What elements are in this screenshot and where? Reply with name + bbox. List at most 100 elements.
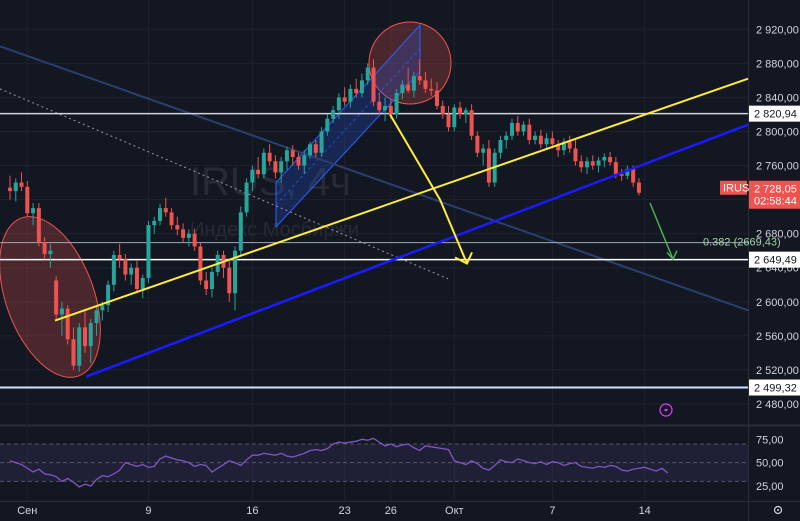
candle-body bbox=[365, 67, 370, 81]
candle-body bbox=[481, 148, 486, 153]
candle-body bbox=[31, 208, 36, 214]
time-tick-label: 7 bbox=[549, 505, 555, 517]
candle-body bbox=[331, 110, 336, 119]
candle-body bbox=[169, 212, 174, 226]
candle-body bbox=[181, 229, 186, 238]
candle-body bbox=[411, 76, 416, 91]
candle-body bbox=[521, 124, 526, 132]
yellow-trendline bbox=[54, 77, 749, 322]
candle-body bbox=[267, 152, 272, 162]
candle-body bbox=[296, 157, 301, 166]
price-tag-box bbox=[749, 251, 800, 268]
candle-body bbox=[129, 267, 134, 275]
current-price: 2 728,05 bbox=[754, 184, 797, 196]
candle-body bbox=[452, 107, 457, 128]
candle-body bbox=[388, 105, 393, 115]
time-tick-label: 9 bbox=[145, 505, 151, 517]
price-tick-label: 2 920,00 bbox=[756, 24, 799, 36]
candle-body bbox=[204, 280, 209, 290]
time-tick-label: 16 bbox=[246, 505, 258, 517]
time-tick-label: Окт bbox=[445, 505, 464, 517]
drawings-front[interactable]: 0.382 (2669,43) bbox=[54, 77, 781, 378]
candle-body bbox=[227, 267, 232, 294]
candle-body bbox=[561, 141, 566, 151]
time-tick-label: 14 bbox=[639, 505, 651, 517]
candle-body bbox=[302, 155, 307, 166]
candle-body bbox=[440, 105, 445, 115]
candle-body bbox=[19, 182, 24, 187]
candle-body bbox=[290, 150, 295, 158]
candle-body bbox=[458, 107, 463, 115]
candle-body bbox=[579, 161, 584, 168]
candle-body bbox=[42, 242, 47, 255]
price-tick-label: 2 520,00 bbox=[756, 365, 799, 377]
descending-trendline bbox=[0, 45, 749, 312]
candle-body bbox=[36, 208, 41, 243]
candle-body bbox=[434, 90, 439, 106]
candle-body bbox=[509, 122, 514, 136]
candle-body bbox=[515, 122, 520, 132]
candle-body bbox=[111, 254, 116, 285]
candle-body bbox=[192, 233, 197, 247]
rsi-tick-label: 75,00 bbox=[756, 434, 784, 446]
candle-body bbox=[544, 138, 549, 145]
candle-body bbox=[400, 84, 405, 94]
candle-body bbox=[13, 182, 18, 192]
candle-body bbox=[602, 157, 607, 161]
candle-body bbox=[325, 118, 330, 132]
candle-body bbox=[261, 152, 266, 175]
candle-body bbox=[636, 182, 641, 193]
price-tick-label: 2 840,00 bbox=[756, 92, 799, 104]
candle-body bbox=[538, 135, 543, 145]
candle-body bbox=[446, 114, 451, 128]
candle-body bbox=[94, 310, 99, 324]
candle-body bbox=[371, 67, 376, 102]
rsi-tick-label: 50,00 bbox=[756, 458, 784, 470]
candle-body bbox=[463, 110, 468, 115]
candle-body bbox=[273, 161, 278, 173]
candle-body bbox=[284, 150, 289, 162]
price-tick-label: 2 880,00 bbox=[756, 58, 799, 70]
candle-body bbox=[175, 225, 180, 230]
watermark-symbol: IRUS, 4ч bbox=[190, 160, 351, 204]
candle-body bbox=[117, 254, 122, 260]
countdown: 02:58:44 bbox=[754, 196, 797, 208]
price-tick-label: 2 600,00 bbox=[756, 297, 799, 309]
candle-body bbox=[608, 157, 613, 163]
candle-body bbox=[152, 220, 157, 226]
price-tag: 2 499,32 bbox=[754, 383, 797, 395]
candle-body bbox=[631, 168, 636, 183]
candle-body bbox=[469, 110, 474, 136]
candle-body bbox=[613, 162, 618, 175]
candle-body bbox=[250, 169, 255, 183]
candle-body bbox=[590, 161, 595, 166]
candle-body bbox=[359, 80, 364, 94]
channel-midline bbox=[275, 48, 421, 206]
candle-body bbox=[100, 305, 105, 311]
price-tag: 2 820,94 bbox=[754, 109, 797, 121]
candle-body bbox=[198, 246, 203, 281]
price-tick-label: 2 800,00 bbox=[756, 126, 799, 138]
candle-body bbox=[233, 250, 238, 294]
drawings-back[interactable] bbox=[0, 21, 749, 391]
candle-body bbox=[244, 182, 249, 213]
candle-body bbox=[48, 250, 53, 255]
candle-body bbox=[313, 144, 318, 153]
lightning-icon[interactable] bbox=[659, 403, 673, 417]
candle-body bbox=[429, 88, 434, 91]
watermark-exchange: Индекс Мосбиржи bbox=[190, 219, 359, 241]
candle-body bbox=[504, 135, 509, 140]
time-axis[interactable]: Сен 9 16 23 26 Окт 7 14 bbox=[17, 505, 651, 517]
candle-body bbox=[186, 233, 191, 238]
current-price-box bbox=[749, 180, 800, 209]
candle-body bbox=[486, 148, 491, 183]
candle-body bbox=[59, 308, 64, 315]
price-tick-label: 2 680,00 bbox=[756, 229, 799, 241]
gear-icon[interactable] bbox=[773, 505, 783, 515]
candle-body bbox=[527, 124, 532, 140]
candle-body bbox=[354, 88, 359, 94]
candlestick-series bbox=[8, 59, 641, 372]
candle-body bbox=[146, 225, 151, 278]
symbol-tag-box bbox=[720, 180, 747, 195]
